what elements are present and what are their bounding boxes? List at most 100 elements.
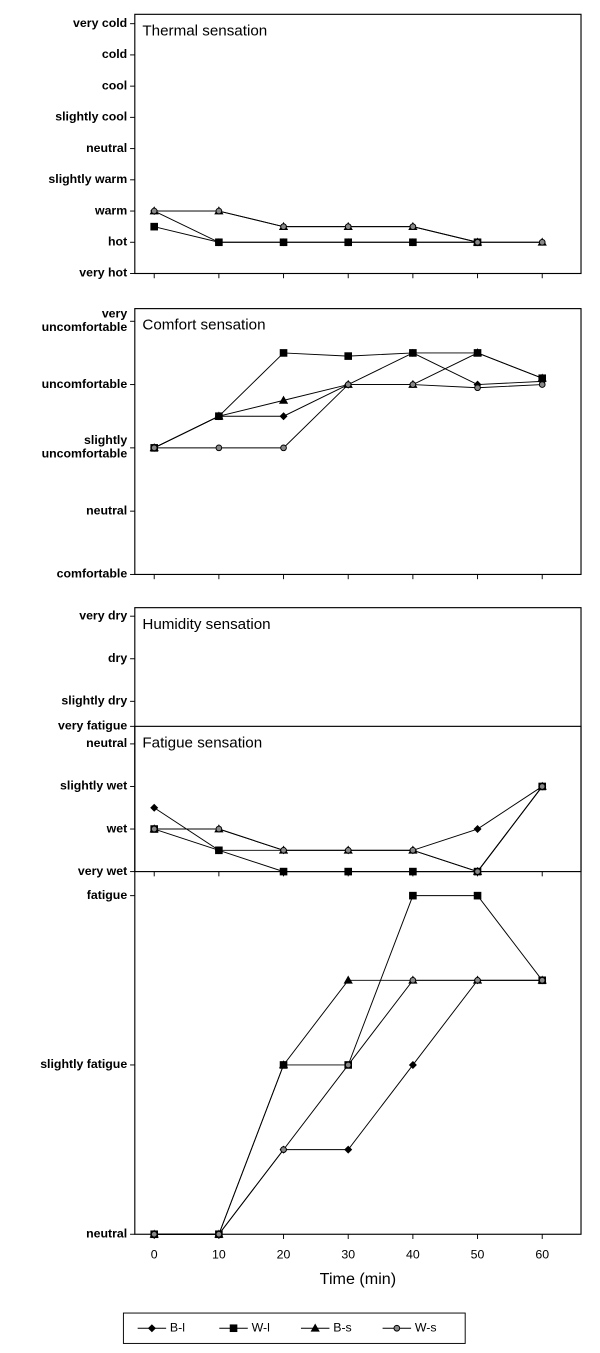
marker	[150, 207, 158, 215]
y-tick-label: cool	[102, 78, 127, 92]
marker	[409, 238, 417, 247]
marker	[409, 223, 417, 230]
x-tick-label: 30	[341, 1247, 355, 1261]
x-tick-label: 40	[406, 1247, 420, 1261]
marker	[150, 222, 159, 231]
plot-frame	[134, 308, 582, 576]
marker	[344, 223, 352, 230]
marker	[344, 1145, 353, 1154]
y-tick-label: cold	[102, 47, 127, 61]
marker	[473, 891, 482, 900]
x-tick-label: 60	[535, 1247, 549, 1261]
y-tick-label: very fatigue	[58, 719, 127, 733]
y-tick-label: warm	[94, 203, 127, 217]
y-tick-label: wet	[106, 821, 128, 835]
marker	[472, 348, 483, 357]
y-tick-label: slightly dry	[61, 694, 127, 708]
y-tick-label: dry	[108, 651, 127, 665]
y-tick-label: uncomfortable	[42, 377, 128, 391]
plot-frame	[134, 725, 582, 1235]
legend-box	[122, 1312, 466, 1344]
marker	[215, 444, 223, 452]
marker	[344, 238, 353, 247]
x-tick-label: 10	[212, 1247, 226, 1261]
marker	[538, 976, 546, 984]
legend-label: W-s	[415, 1321, 437, 1335]
series-line	[154, 352, 543, 449]
marker	[474, 238, 481, 246]
y-tick-label: slightly warm	[48, 172, 127, 186]
panel-title: Humidity sensation	[142, 616, 270, 633]
y-tick-label: hot	[108, 235, 127, 249]
marker	[214, 411, 224, 420]
x-tick-label: 20	[277, 1247, 291, 1261]
marker	[150, 444, 158, 452]
marker	[280, 846, 287, 854]
legend-label: W-l	[252, 1321, 270, 1335]
marker	[409, 891, 417, 900]
y-tick-label: very uncomfortable	[42, 307, 128, 335]
y-tick-label: slightly cool	[55, 110, 127, 124]
panel-title: Thermal sensation	[142, 22, 267, 39]
plot-frame	[134, 13, 582, 275]
marker	[409, 867, 417, 876]
marker	[215, 846, 223, 855]
marker	[344, 846, 352, 854]
marker	[279, 349, 288, 357]
marker	[279, 238, 288, 247]
y-tick-label: slightly fatigue	[40, 1057, 127, 1071]
y-tick-label: very dry	[79, 608, 127, 622]
series-line	[154, 384, 543, 449]
y-tick-label: neutral	[86, 141, 127, 155]
marker	[150, 825, 158, 833]
y-tick-label: very wet	[78, 864, 127, 878]
series-line	[154, 979, 543, 1235]
marker	[278, 395, 289, 404]
legend-marker	[229, 1324, 238, 1333]
marker	[150, 1230, 158, 1238]
marker	[344, 867, 353, 876]
marker	[538, 783, 546, 790]
series-line	[153, 786, 543, 851]
y-tick-label: neutral	[86, 503, 127, 517]
marker	[409, 846, 417, 854]
marker	[344, 381, 352, 388]
panel-title: Comfort sensation	[142, 317, 265, 334]
y-tick-label: slightly wet	[60, 779, 127, 793]
marker	[344, 1061, 352, 1069]
marker	[215, 1230, 223, 1238]
marker	[538, 238, 546, 246]
legend-marker	[393, 1324, 401, 1332]
series-line	[154, 786, 543, 873]
marker	[280, 444, 287, 452]
marker	[344, 352, 353, 360]
marker	[473, 825, 482, 834]
legend-marker	[310, 1323, 320, 1332]
y-tick-label: very cold	[73, 16, 127, 30]
series-line	[154, 352, 543, 449]
marker	[474, 976, 481, 984]
marker	[408, 1060, 417, 1069]
marker	[474, 384, 481, 392]
series-line	[154, 352, 543, 449]
x-tick-label: 0	[151, 1247, 158, 1261]
y-tick-label: slightly uncomfortable	[42, 433, 128, 461]
marker	[215, 207, 223, 215]
marker	[278, 1060, 289, 1069]
legend-label: B-s	[333, 1321, 352, 1335]
marker	[280, 223, 287, 230]
x-tick-label: 50	[471, 1247, 485, 1261]
marker	[537, 373, 547, 382]
marker	[538, 381, 546, 388]
x-axis-label: Time (min)	[320, 1270, 396, 1288]
marker	[409, 976, 417, 984]
legend-label: B-l	[170, 1321, 185, 1335]
series-line	[154, 979, 543, 1235]
y-tick-label: very hot	[79, 266, 127, 280]
marker	[343, 975, 353, 984]
marker	[215, 238, 223, 247]
marker	[474, 868, 481, 875]
series-line	[154, 226, 478, 243]
